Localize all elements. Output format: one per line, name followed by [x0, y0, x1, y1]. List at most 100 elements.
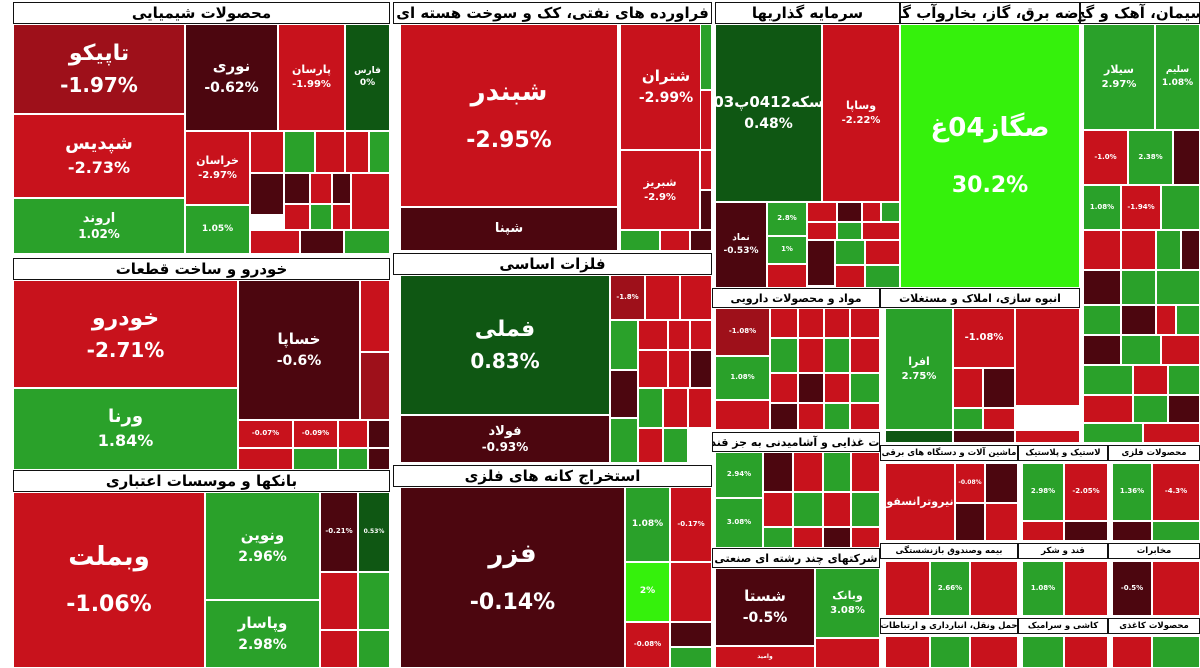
- stock-tile[interactable]: [793, 452, 823, 492]
- stock-tile[interactable]: [1022, 636, 1064, 668]
- stock-tile[interactable]: -0.5%: [1112, 561, 1152, 616]
- stock-tile[interactable]: [360, 352, 390, 420]
- stock-tile[interactable]: [300, 230, 344, 254]
- stock-tile[interactable]: [1152, 636, 1200, 668]
- stock-tile[interactable]: [953, 430, 1015, 443]
- stock-tile[interactable]: [807, 202, 837, 222]
- stock-tile-investments-1[interactable]: وساپا -2.22%: [822, 24, 900, 202]
- stock-tile[interactable]: [700, 90, 712, 150]
- stock-tile[interactable]: [1181, 230, 1200, 270]
- stock-tile[interactable]: [610, 320, 638, 370]
- stock-tile[interactable]: [284, 204, 310, 230]
- stock-tile[interactable]: -2.05%: [1064, 463, 1108, 521]
- stock-tile-chemicals-6[interactable]: خراسان -2.97%: [185, 131, 250, 205]
- stock-tile[interactable]: [770, 373, 798, 403]
- stock-tile[interactable]: [320, 572, 358, 630]
- stock-tile[interactable]: [798, 373, 824, 403]
- stock-tile[interactable]: [668, 350, 690, 388]
- stock-tile[interactable]: [851, 492, 880, 527]
- stock-tile-auto-1[interactable]: خساپا -0.6%: [238, 280, 360, 420]
- stock-tile[interactable]: -1.94%: [1121, 185, 1161, 230]
- stock-tile[interactable]: [368, 448, 390, 470]
- stock-tile[interactable]: [638, 320, 668, 350]
- stock-tile[interactable]: [284, 173, 310, 204]
- stock-tile[interactable]: [250, 230, 300, 254]
- stock-tile[interactable]: [1156, 305, 1176, 335]
- stock-tile[interactable]: [763, 492, 793, 527]
- stock-tile[interactable]: [315, 131, 345, 173]
- stock-tile[interactable]: [1022, 521, 1064, 541]
- stock-tile-banks-0[interactable]: وبملت -1.06%: [13, 492, 205, 668]
- stock-tile[interactable]: [930, 636, 970, 668]
- stock-tile[interactable]: [715, 400, 770, 430]
- stock-tile[interactable]: -1.0%: [1083, 130, 1128, 185]
- stock-tile[interactable]: [351, 173, 390, 230]
- stock-tile[interactable]: 2.38%: [1128, 130, 1173, 185]
- stock-tile[interactable]: [670, 562, 712, 622]
- stock-tile[interactable]: [1121, 230, 1156, 270]
- stock-tile[interactable]: [862, 202, 881, 222]
- stock-tile[interactable]: [1173, 130, 1200, 185]
- stock-tile[interactable]: [862, 222, 900, 240]
- stock-tile-basic-metals-1[interactable]: فولاد -0.93%: [400, 415, 610, 463]
- stock-tile[interactable]: [1168, 395, 1200, 423]
- stock-tile[interactable]: [770, 338, 798, 373]
- stock-tile[interactable]: [1121, 270, 1156, 305]
- stock-tile[interactable]: [638, 350, 668, 388]
- stock-tile[interactable]: [837, 202, 862, 222]
- stock-tile[interactable]: [953, 408, 983, 430]
- stock-tile[interactable]: [1083, 270, 1121, 305]
- stock-tile[interactable]: [985, 503, 1018, 541]
- stock-tile[interactable]: 1.08%: [1083, 185, 1121, 230]
- stock-tile[interactable]: [770, 308, 798, 338]
- stock-tile[interactable]: [767, 264, 807, 288]
- stock-tile-auto-0[interactable]: خودرو -2.71%: [13, 280, 238, 388]
- stock-tile[interactable]: [1161, 335, 1200, 365]
- stock-tile[interactable]: [332, 204, 351, 230]
- stock-tile[interactable]: [293, 448, 338, 470]
- stock-tile[interactable]: 2.98%: [1022, 463, 1064, 521]
- stock-tile[interactable]: [885, 561, 930, 616]
- stock-tile[interactable]: [1083, 230, 1121, 270]
- stock-tile[interactable]: [823, 527, 851, 548]
- stock-tile[interactable]: [953, 368, 983, 408]
- stock-tile[interactable]: -1.8%: [610, 275, 645, 320]
- stock-tile[interactable]: [680, 275, 712, 320]
- stock-tile[interactable]: 1.08%: [1022, 561, 1064, 616]
- stock-tile[interactable]: [763, 452, 793, 492]
- stock-tile[interactable]: -0.21%: [320, 492, 358, 572]
- stock-tile-cement-0[interactable]: سیلار 2.97%: [1083, 24, 1155, 130]
- stock-tile[interactable]: [1143, 423, 1200, 443]
- stock-tile[interactable]: -1.08%: [715, 308, 770, 356]
- stock-tile[interactable]: [369, 131, 390, 173]
- stock-tile[interactable]: [807, 222, 837, 240]
- stock-tile[interactable]: [1064, 636, 1108, 668]
- stock-tile-chemicals-2[interactable]: پارسان -1.99%: [278, 24, 345, 131]
- stock-tile[interactable]: [344, 230, 390, 254]
- stock-tile-auto-2[interactable]: ورنا 1.84%: [13, 388, 238, 470]
- stock-tile[interactable]: [835, 240, 865, 265]
- stock-tile[interactable]: [663, 388, 688, 428]
- stock-tile[interactable]: [238, 448, 293, 470]
- stock-tile[interactable]: [670, 647, 712, 668]
- stock-tile[interactable]: [955, 503, 985, 541]
- stock-tile[interactable]: -0.09%: [293, 420, 338, 448]
- stock-tile[interactable]: [1064, 561, 1108, 616]
- stock-tile[interactable]: [985, 463, 1018, 503]
- stock-tile[interactable]: [1015, 430, 1080, 443]
- stock-tile[interactable]: [1015, 308, 1080, 406]
- stock-tile[interactable]: [1083, 335, 1121, 365]
- stock-tile[interactable]: [865, 240, 900, 265]
- stock-tile[interactable]: -0.17%: [670, 487, 712, 562]
- stock-tile[interactable]: [824, 403, 850, 430]
- stock-tile[interactable]: [663, 428, 688, 463]
- stock-tile[interactable]: [1161, 185, 1200, 230]
- stock-tile[interactable]: 2.66%: [930, 561, 970, 616]
- stock-tile[interactable]: [610, 370, 638, 418]
- stock-tile[interactable]: [798, 403, 824, 430]
- stock-tile[interactable]: [1121, 335, 1161, 365]
- stock-tile[interactable]: [885, 430, 953, 443]
- stock-tile[interactable]: [850, 403, 880, 430]
- stock-tile[interactable]: -1.08%: [953, 308, 1015, 368]
- stock-tile[interactable]: [358, 630, 390, 668]
